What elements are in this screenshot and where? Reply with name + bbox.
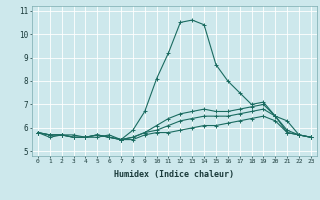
X-axis label: Humidex (Indice chaleur): Humidex (Indice chaleur) bbox=[115, 170, 234, 179]
